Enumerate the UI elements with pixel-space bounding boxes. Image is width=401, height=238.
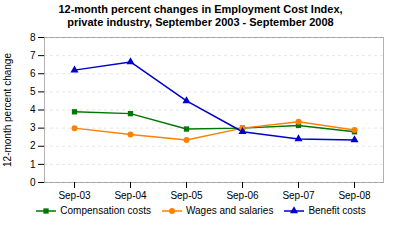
svg-text:Sep-08: Sep-08	[338, 190, 371, 201]
svg-text:7: 7	[30, 50, 36, 61]
svg-text:2: 2	[30, 140, 36, 151]
svg-text:Sep-04: Sep-04	[114, 190, 147, 201]
svg-text:Sep-06: Sep-06	[226, 190, 259, 201]
svg-text:Sep-07: Sep-07	[282, 190, 315, 201]
svg-text:8: 8	[30, 32, 36, 43]
svg-text:6: 6	[30, 68, 36, 79]
svg-text:Sep-05: Sep-05	[170, 190, 203, 201]
svg-text:5: 5	[30, 86, 36, 97]
html-text:Benefit costs: Benefit costs	[308, 205, 366, 216]
svg-text:3: 3	[30, 122, 36, 133]
html-text:Wages and salaries: Wages and salaries	[185, 205, 274, 216]
html-text:Compensation costs: Compensation costs	[60, 205, 151, 216]
svg-text:4: 4	[30, 104, 36, 115]
svg-text:0: 0	[30, 177, 36, 188]
svg-text:Sep-03: Sep-03	[58, 190, 91, 201]
html-text:private industry, September 20: private industry, September 2003 - Septe…	[67, 16, 334, 28]
svg-text:1: 1	[30, 159, 36, 170]
html-text:12-month percent changes in Em: 12-month percent changes in Employment C…	[58, 3, 343, 15]
svg-text:12-month percent change: 12-month percent change	[2, 53, 13, 167]
